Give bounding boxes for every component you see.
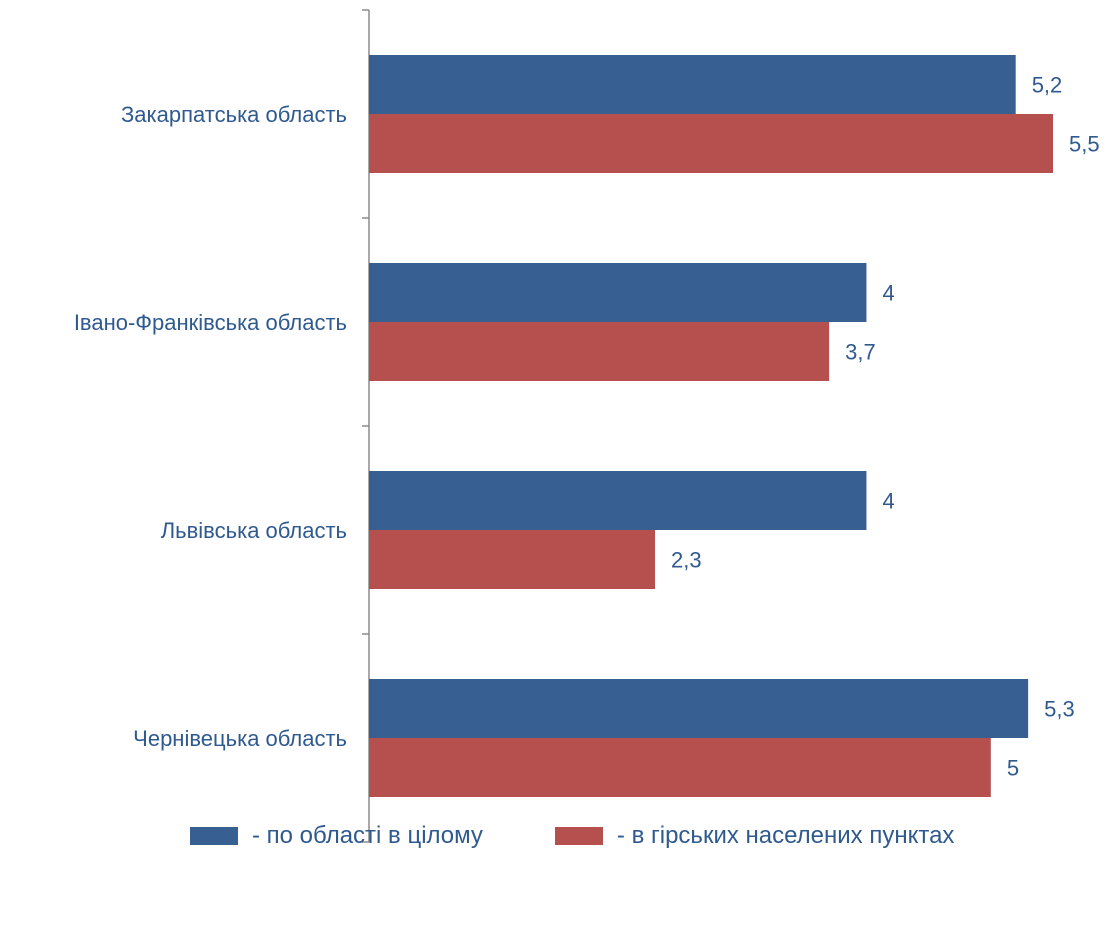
- bar-overall: [369, 263, 867, 322]
- category-label: Львівська область: [161, 518, 347, 543]
- bar-chart: Закарпатська область 5,2 5,5 Івано-Франківс…: [74, 9, 1100, 843]
- data-label: 3,7: [845, 340, 876, 365]
- data-label: 2,3: [671, 548, 702, 573]
- legend-label-mountain: - в гірських населених пунктах: [616, 822, 955, 849]
- bar-mountain: [369, 530, 656, 589]
- legend: - по області в цілому - в гірських насел…: [190, 818, 1026, 854]
- legend-item-mountain: - в гірських населених пунктах: [554, 822, 955, 850]
- data-label: 5,3: [1044, 697, 1075, 722]
- category-label: Чернівецька область: [133, 726, 347, 751]
- category-label: Закарпатська область: [121, 102, 347, 127]
- category-label: Івано-Франківська область: [74, 310, 347, 335]
- bar-overall: [369, 679, 1029, 738]
- data-label: 5: [1007, 756, 1019, 781]
- bar-overall: [369, 471, 867, 530]
- data-label: 4: [882, 489, 894, 514]
- legend-label-overall: - по області в цілому: [252, 822, 483, 849]
- legend-swatch-overall: [190, 827, 238, 845]
- legend-swatch-mountain: [554, 827, 603, 845]
- data-label: 4: [882, 281, 894, 306]
- bar-overall: [369, 55, 1016, 114]
- bar-mountain: [369, 738, 991, 797]
- data-label: 5,2: [1032, 73, 1063, 98]
- data-label: 5,5: [1069, 132, 1100, 157]
- legend-item-overall: - по області в цілому: [190, 822, 483, 850]
- bar-mountain: [369, 322, 830, 381]
- bar-mountain: [369, 114, 1053, 173]
